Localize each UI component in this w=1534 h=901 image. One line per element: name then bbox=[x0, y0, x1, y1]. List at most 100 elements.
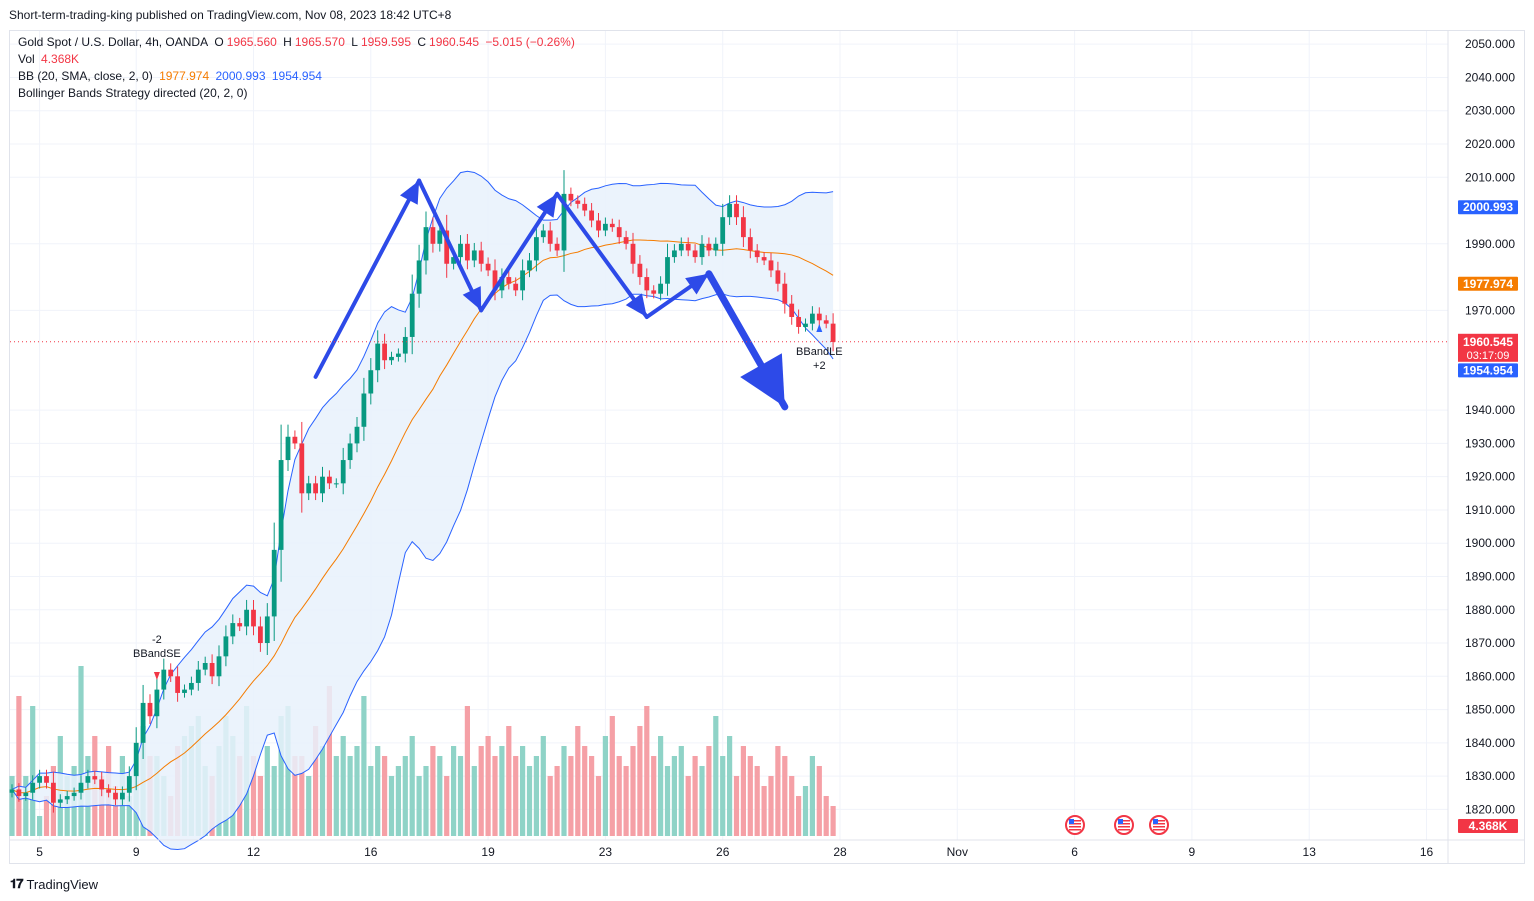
volume-bars bbox=[9, 666, 836, 836]
candle-body bbox=[389, 356, 394, 361]
candle-body bbox=[354, 426, 360, 444]
candle-body bbox=[692, 250, 698, 258]
legend-high: 1965.570 bbox=[294, 35, 345, 49]
badge-volume-bg bbox=[1458, 819, 1518, 833]
volume-bar bbox=[740, 746, 746, 836]
legend-bb-row[interactable]: BB (20, SMA, close, 2, 0) 1977.974 2000.… bbox=[18, 68, 578, 85]
candle-body bbox=[761, 257, 767, 261]
volume-bar bbox=[575, 726, 581, 836]
volume-bar bbox=[30, 706, 36, 836]
candle-body bbox=[816, 313, 822, 321]
us-flag-stripe bbox=[1069, 823, 1081, 825]
legend-bb-label: BB (20, SMA, close, 2, 0) bbox=[18, 69, 153, 83]
legend-symbol[interactable]: Gold Spot / U.S. Dollar, 4h, OANDA bbox=[18, 35, 209, 49]
price-tick-label: 1990.000 bbox=[1465, 237, 1515, 251]
candle-body bbox=[741, 217, 746, 238]
price-tick-label: 1820.000 bbox=[1465, 802, 1515, 816]
trend-arrow-line bbox=[555, 191, 649, 319]
volume-bar bbox=[492, 756, 498, 836]
volume-bar bbox=[630, 746, 636, 836]
candle-body bbox=[789, 303, 795, 317]
candle-body bbox=[720, 217, 726, 244]
candle-body bbox=[147, 702, 153, 717]
volume-bar bbox=[278, 716, 284, 836]
volume-bar bbox=[382, 756, 388, 836]
candle-body bbox=[161, 669, 167, 690]
legend-vol-label: Vol bbox=[18, 52, 35, 66]
candle-body bbox=[189, 682, 194, 690]
volume-bar bbox=[775, 746, 781, 836]
candle-body bbox=[237, 623, 243, 627]
volume-bar bbox=[471, 766, 477, 836]
price-tick-label: 1900.000 bbox=[1465, 536, 1515, 550]
candle-body bbox=[299, 443, 305, 494]
bb-upper-line bbox=[11, 170, 834, 790]
price-tick-label: 1930.000 bbox=[1465, 436, 1515, 450]
bollinger-bands bbox=[11, 170, 834, 851]
candle-body bbox=[637, 263, 643, 278]
candle-body bbox=[64, 796, 70, 800]
candle-body bbox=[768, 260, 774, 271]
price-tick-label: 1840.000 bbox=[1465, 736, 1515, 750]
volume-bar bbox=[78, 666, 84, 836]
candle-body bbox=[458, 243, 463, 258]
time-tick-label: 26 bbox=[716, 845, 730, 859]
time-tick-label: 23 bbox=[599, 845, 613, 859]
legend-strategy-row[interactable]: Bollinger Bands Strategy directed (20, 2… bbox=[18, 85, 578, 102]
volume-bar bbox=[112, 786, 119, 836]
us-flag-canton bbox=[1069, 819, 1074, 824]
us-flag-stripe bbox=[1153, 829, 1165, 831]
us-flag-stripe bbox=[1069, 820, 1081, 822]
candle-body bbox=[527, 260, 532, 271]
badge-bb-lower: 1954.954 bbox=[1463, 363, 1513, 377]
legend-open: 1965.560 bbox=[226, 35, 277, 49]
volume-bar bbox=[816, 766, 822, 836]
drawn-arrows[interactable] bbox=[313, 178, 789, 411]
volume-bar bbox=[768, 776, 774, 836]
legend-volume-row[interactable]: Vol 4.368K bbox=[18, 51, 578, 68]
candle-body bbox=[71, 792, 77, 797]
volume-bar bbox=[99, 776, 105, 836]
volume-bar bbox=[623, 766, 629, 836]
trend-arrow-head-icon bbox=[625, 293, 647, 317]
price-tick-label: 2020.000 bbox=[1465, 137, 1515, 151]
candle-body bbox=[485, 263, 491, 271]
candle-body bbox=[589, 210, 594, 221]
volume-bar bbox=[589, 756, 595, 836]
badge-last-price: 1960.545 bbox=[1463, 335, 1513, 349]
candle-body bbox=[313, 483, 318, 494]
badge-bb-basis-bg bbox=[1458, 276, 1518, 291]
volume-bar bbox=[727, 736, 733, 836]
candle-body bbox=[99, 779, 105, 790]
trend-arrow-head-icon bbox=[399, 180, 420, 205]
legend-low: 1959.595 bbox=[360, 35, 411, 49]
candle-body bbox=[685, 243, 691, 251]
legend-h-label: H bbox=[283, 35, 292, 49]
candle-body bbox=[37, 776, 42, 783]
time-tick-label: Nov bbox=[947, 845, 968, 859]
volume-bar bbox=[733, 776, 740, 836]
volume-bar bbox=[499, 746, 505, 836]
price-tick-label: 1850.000 bbox=[1465, 703, 1515, 717]
candle-body bbox=[616, 227, 622, 238]
candle-body bbox=[278, 460, 284, 550]
candle-body bbox=[216, 656, 222, 677]
legend-change: −5.015 (−0.26%) bbox=[485, 35, 575, 49]
price-tick-label: 1860.000 bbox=[1465, 669, 1515, 683]
long-signal-label: BBandLE bbox=[796, 346, 842, 358]
volume-bar bbox=[526, 766, 533, 836]
us-flag-stripe bbox=[1118, 826, 1130, 828]
candle-body bbox=[651, 290, 657, 294]
us-flag-stripe bbox=[1153, 823, 1165, 825]
candle-body bbox=[471, 250, 477, 261]
volume-bar bbox=[333, 756, 339, 836]
chart-frame[interactable] bbox=[9, 30, 1525, 864]
time-tick-label: 9 bbox=[1189, 845, 1196, 859]
volume-bar bbox=[37, 816, 43, 836]
volume-bar bbox=[354, 746, 360, 836]
candle-body bbox=[92, 776, 98, 780]
volume-bar bbox=[264, 746, 270, 836]
legend-symbol-row[interactable]: Gold Spot / U.S. Dollar, 4h, OANDA O 1965… bbox=[18, 34, 578, 51]
volume-bar bbox=[313, 726, 319, 836]
